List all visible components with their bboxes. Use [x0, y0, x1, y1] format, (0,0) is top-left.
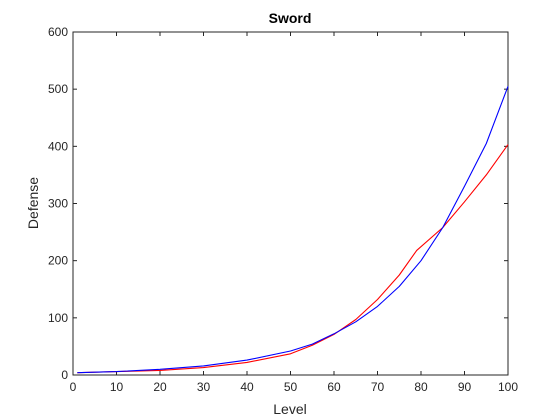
x-tick-label: 50: [284, 380, 298, 394]
x-tick-label: 10: [110, 380, 124, 394]
x-tick-label: 60: [327, 380, 341, 394]
x-tick-label: 80: [414, 380, 428, 394]
x-tick-label: 100: [498, 380, 518, 394]
x-tick-label: 90: [458, 380, 472, 394]
y-tick-label: 0: [61, 368, 68, 382]
series-line-1: [77, 144, 509, 374]
y-tick-label: 300: [48, 197, 68, 211]
y-tick-label: 600: [48, 25, 68, 39]
x-tick-label: 40: [240, 380, 254, 394]
x-tick-label: 20: [153, 380, 167, 394]
y-tick-label: 100: [48, 311, 68, 325]
x-tick-label: 70: [371, 380, 385, 394]
y-tick-label: 200: [48, 254, 68, 268]
x-tick-label: 30: [197, 380, 211, 394]
plot-area: [72, 31, 509, 376]
y-tick-label: 500: [48, 82, 68, 96]
x-tick-label: 0: [70, 380, 77, 394]
y-tick-label: 400: [48, 139, 68, 153]
x-axis-label: Level: [273, 401, 306, 417]
series-line-2: [77, 86, 509, 374]
chart-title: Sword: [269, 10, 312, 26]
y-axis-label: Defense: [25, 177, 41, 229]
